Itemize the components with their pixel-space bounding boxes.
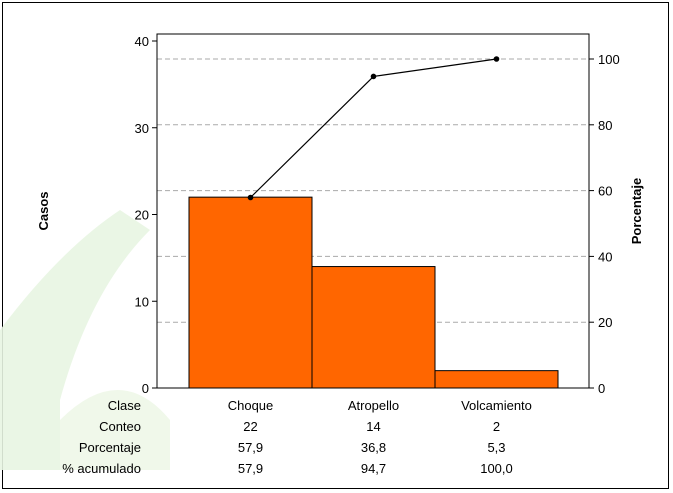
table-cell: Choque — [228, 398, 274, 413]
cumulative-point — [247, 194, 254, 201]
right-tick-label: 20 — [598, 315, 612, 330]
left-axis-label: Casos — [36, 191, 51, 230]
left-tick-label: 0 — [142, 381, 149, 396]
right-axis: 0 20 40 60 80 100 — [589, 52, 620, 396]
table-cell: Volcamiento — [461, 398, 532, 413]
right-tick-label: 80 — [598, 118, 612, 133]
table-cell: 2 — [493, 419, 500, 434]
bar-volcamiento — [434, 370, 559, 389]
left-axis: 0 10 20 30 40 — [135, 34, 157, 396]
table-cell: 57,9 — [238, 461, 263, 476]
table-cell: 57,9 — [238, 440, 263, 455]
table-row-label: Clase — [108, 398, 141, 413]
right-tick-label: 40 — [598, 249, 612, 264]
left-tick-label: 40 — [135, 34, 149, 49]
summary-table: Clase Choque Atropello Volcamiento Conteo 22 1… — [62, 398, 532, 476]
table-cell: 5,3 — [487, 440, 505, 455]
left-tick-label: 20 — [135, 208, 149, 223]
left-tick-label: 30 — [135, 121, 149, 136]
right-tick-label: 60 — [598, 184, 612, 199]
right-tick-label: 100 — [598, 52, 620, 67]
right-axis-label: Porcentaje — [629, 178, 644, 244]
left-tick-label: 10 — [135, 294, 149, 309]
table-cell: 22 — [243, 419, 257, 434]
cumulative-point — [370, 73, 377, 80]
table-row-label: Porcentaje — [79, 440, 141, 455]
table-cell: 94,7 — [361, 461, 386, 476]
cumulative-line-layer — [247, 56, 500, 201]
table-row-label: % acumulado — [62, 461, 141, 476]
grid-lines — [157, 58, 589, 323]
table-cell: 100,0 — [480, 461, 513, 476]
table-row-label: Conteo — [99, 419, 141, 434]
cumulative-point — [493, 56, 500, 62]
cumulative-line — [250, 58, 497, 198]
table-cell: 14 — [366, 419, 380, 434]
table-cell: Atropello — [348, 398, 399, 413]
table-cell: 36,8 — [361, 440, 386, 455]
right-tick-label: 0 — [598, 381, 605, 396]
bar-atropello — [311, 266, 436, 389]
bars-layer — [188, 196, 559, 389]
bar-choque — [188, 196, 313, 389]
